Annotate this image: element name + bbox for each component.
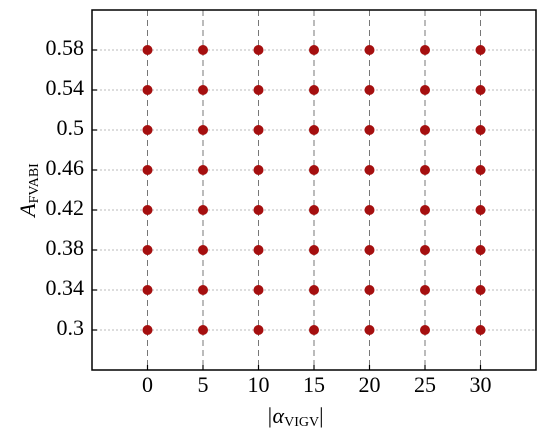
point	[364, 245, 375, 255]
y-label-sub: FVABI	[27, 163, 42, 204]
point	[198, 205, 208, 215]
point	[142, 245, 153, 255]
point	[309, 85, 319, 95]
point	[142, 325, 153, 335]
point	[253, 85, 264, 95]
y-tick-label: 0.38	[46, 235, 85, 260]
point	[420, 245, 430, 255]
point	[309, 245, 319, 255]
point	[475, 325, 486, 335]
point	[364, 45, 375, 55]
x-axis-label: |αVIGV|	[266, 403, 323, 430]
point	[420, 45, 430, 55]
point	[253, 245, 264, 255]
point	[364, 125, 375, 135]
x-tick-label: 10	[248, 372, 270, 397]
point	[364, 205, 375, 215]
point	[198, 125, 208, 135]
point	[475, 165, 486, 175]
point	[142, 125, 153, 135]
x-label-suffix: |	[319, 403, 323, 428]
point	[475, 205, 486, 215]
y-tick-label: 0.42	[46, 195, 85, 220]
point	[142, 285, 153, 295]
point	[420, 165, 430, 175]
point	[309, 205, 319, 215]
x-tick-label: 15	[303, 372, 325, 397]
x-tick-label: 25	[414, 372, 436, 397]
point	[475, 45, 486, 55]
x-tick-label: 5	[198, 372, 209, 397]
point	[475, 125, 486, 135]
x-label-sub: VIGV	[284, 415, 319, 430]
point	[198, 85, 208, 95]
point	[364, 285, 375, 295]
x-tick-label: 20	[359, 372, 381, 397]
x-tick-label: 0	[142, 372, 153, 397]
plot-frame	[91, 9, 537, 371]
point	[142, 205, 153, 215]
y-tick-label: 0.58	[46, 35, 85, 60]
point	[198, 45, 208, 55]
y-axis-label: AFVABI	[15, 163, 42, 219]
point	[309, 325, 319, 335]
point	[420, 125, 430, 135]
point	[253, 45, 264, 55]
point	[309, 285, 319, 295]
point	[142, 45, 153, 55]
y-tick-label: 0.34	[46, 275, 85, 300]
y-tick-label: 0.54	[46, 75, 85, 100]
point	[475, 245, 486, 255]
point	[420, 285, 430, 295]
point	[475, 285, 486, 295]
point	[198, 325, 208, 335]
point	[253, 285, 264, 295]
point	[420, 205, 430, 215]
y-tick-label: 0.5	[57, 115, 85, 140]
point	[198, 285, 208, 295]
point	[475, 85, 486, 95]
point	[198, 245, 208, 255]
point	[364, 325, 375, 335]
point	[253, 325, 264, 335]
point	[253, 165, 264, 175]
point	[253, 125, 264, 135]
x-tick-label: 30	[470, 372, 492, 397]
x-label-prefix: |α	[266, 403, 284, 428]
y-tick-label: 0.46	[46, 155, 85, 180]
point	[420, 325, 430, 335]
y-tick-label: 0.3	[57, 315, 85, 340]
point	[364, 85, 375, 95]
point	[309, 45, 319, 55]
y-label-main: A	[15, 203, 40, 219]
point	[309, 165, 319, 175]
point	[142, 165, 153, 175]
point	[309, 125, 319, 135]
point	[142, 85, 153, 95]
point	[253, 205, 264, 215]
point	[364, 165, 375, 175]
point	[198, 165, 208, 175]
point	[420, 85, 430, 95]
